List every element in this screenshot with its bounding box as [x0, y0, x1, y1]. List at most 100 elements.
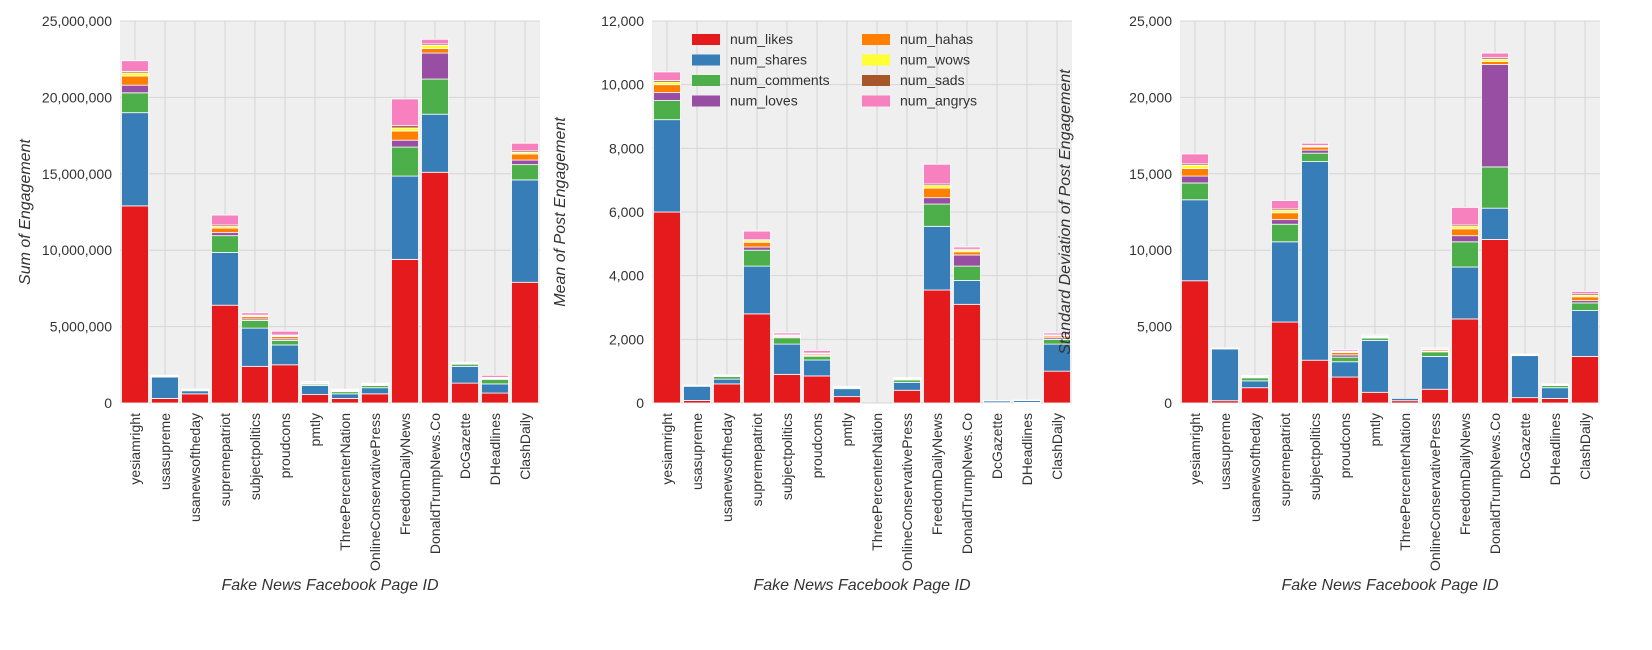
x-tick-label: OnlineConservativePress	[899, 413, 915, 571]
bar-num_likes	[743, 313, 771, 404]
bar-num_loves	[421, 52, 449, 80]
bar-num_hahas	[743, 241, 771, 248]
bar-num_comments	[481, 378, 509, 385]
y-tick-label: 20,000	[1129, 89, 1172, 105]
x-tick-label: ThreePercenterNation	[337, 413, 353, 551]
bar-num_likes	[121, 205, 149, 404]
bar-num_loves	[653, 92, 681, 101]
legend-label-num_sads: num_sads	[900, 72, 965, 88]
bar-num_angrys	[1571, 291, 1599, 295]
bar-num_shares	[391, 175, 419, 260]
bar-num_likes	[421, 171, 449, 404]
y-tick-label: 0	[636, 395, 644, 411]
bar-num_comments	[803, 355, 831, 361]
bar-num_comments	[1301, 152, 1329, 162]
y-tick-label: 5,000	[1137, 319, 1172, 335]
bar-num_shares	[1301, 161, 1329, 361]
y-tick-label: 0	[1164, 395, 1172, 411]
y-tick-label: 12,000	[601, 13, 644, 29]
bar-num_shares	[683, 385, 711, 401]
bar-num_comments	[1421, 351, 1449, 357]
bar-num_hahas	[1181, 168, 1209, 177]
bar-num_loves	[1301, 149, 1329, 154]
y-tick-label: 5,000,000	[50, 319, 112, 335]
bar-num_wows	[421, 45, 449, 49]
bar-num_comments	[1571, 302, 1599, 311]
y-tick-label: 8,000	[609, 140, 644, 156]
bar-num_angrys	[151, 374, 179, 377]
bar-num_angrys	[391, 98, 419, 127]
bar-num_angrys	[1043, 332, 1071, 336]
bar-num_likes	[1481, 239, 1509, 404]
y-tick-label: 2,000	[609, 331, 644, 347]
bar-num_likes	[181, 393, 209, 404]
bar-num_shares	[1571, 310, 1599, 357]
legend-label-num_wows: num_wows	[900, 52, 970, 68]
x-tick-label: FreedomDailyNews	[929, 413, 945, 535]
bar-num_comments	[421, 78, 449, 115]
x-tick-label: usasupreme	[157, 413, 173, 490]
bar-num_comments	[391, 146, 419, 177]
legend-label-num_comments: num_comments	[730, 72, 830, 88]
x-tick-label: usasupreme	[1217, 413, 1233, 490]
bar-num_shares	[1541, 387, 1569, 399]
bar-num_likes	[481, 392, 509, 404]
bar-num_angrys	[653, 71, 681, 81]
bar-num_shares	[121, 112, 149, 207]
bar-num_likes	[893, 389, 921, 404]
bar-num_comments	[923, 203, 951, 227]
x-tick-label: subjectpolitics	[247, 413, 263, 500]
x-tick-label: DHeadlines	[1019, 413, 1035, 485]
y-tick-label: 10,000	[1129, 242, 1172, 258]
bar-num_shares	[301, 385, 329, 395]
bar-num_loves	[923, 197, 951, 205]
bar-num_likes	[1331, 376, 1359, 404]
bar-num_hahas	[121, 75, 149, 86]
bar-num_comments	[1013, 399, 1041, 402]
bar-num_shares	[1331, 361, 1359, 378]
bar-num_angrys	[1451, 207, 1479, 226]
bar-num_shares	[1271, 241, 1299, 323]
bar-num_hahas	[1271, 212, 1299, 221]
bar-num_likes	[241, 365, 269, 404]
x-tick-label: OnlineConservativePress	[367, 413, 383, 571]
bar-num_sads	[1211, 347, 1239, 349]
bar-num_loves	[1181, 175, 1209, 184]
bar-num_loves	[743, 246, 771, 251]
bar-num_angrys	[773, 332, 801, 336]
bar-num_angrys	[481, 374, 509, 378]
bar-num_comments	[653, 100, 681, 121]
y-tick-label: 25,000	[1129, 13, 1172, 29]
bar-num_comments	[1331, 356, 1359, 363]
bar-num_angrys	[1181, 153, 1209, 165]
y-tick-label: 20,000,000	[42, 89, 112, 105]
bar-num_angrys	[1271, 200, 1299, 210]
bar-num_shares	[1421, 355, 1449, 390]
y-tick-label: 10,000,000	[42, 242, 112, 258]
x-tick-label: DcGazette	[989, 413, 1005, 479]
bar-num_shares	[773, 343, 801, 375]
plot-area	[120, 21, 540, 403]
bar-num_angrys	[1361, 334, 1389, 337]
legend-label-num_shares: num_shares	[730, 52, 807, 68]
legend-label-num_angrys: num_angrys	[900, 93, 977, 109]
x-tick-label: subjectpolitics	[1307, 413, 1323, 500]
bar-num_angrys	[211, 214, 239, 226]
x-tick-label: ClashDaily	[1577, 413, 1593, 480]
bar-num_likes	[773, 373, 801, 404]
bar-num_comments	[511, 164, 539, 181]
bar-num_shares	[421, 113, 449, 173]
bar-num_shares	[1211, 348, 1239, 402]
bar-num_shares	[1181, 199, 1209, 282]
bar-num_angrys	[803, 350, 831, 354]
bar-num_hahas	[211, 227, 239, 234]
x-tick-label: usanewsoftheday	[187, 413, 203, 522]
x-tick-label: DcGazette	[1517, 413, 1533, 479]
bar-num_likes	[361, 393, 389, 404]
bar-num_shares	[653, 119, 681, 213]
x-tick-label: proudcons	[809, 413, 825, 478]
bar-num_angrys	[1421, 347, 1449, 350]
bar-num_loves	[391, 139, 419, 148]
bar-num_likes	[1241, 387, 1269, 404]
